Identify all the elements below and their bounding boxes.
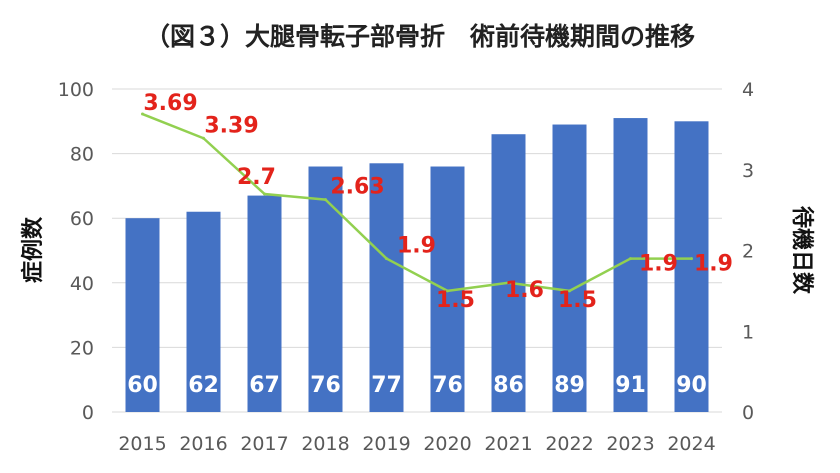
line-value-label: 1.9: [397, 234, 436, 259]
line-path: [142, 112, 692, 293]
bar-value-label: 77: [371, 373, 402, 398]
line-value-label: 2.63: [330, 175, 384, 200]
x-tick-label: 2017: [240, 433, 288, 455]
bar-value-label: 91: [615, 373, 646, 398]
line-value-label: 1.6: [505, 278, 544, 303]
bar-value-label: 86: [493, 373, 524, 398]
line-value-label: 1.5: [436, 288, 475, 313]
y-tick-label: 40: [70, 273, 94, 295]
bar: [247, 195, 282, 412]
line-point: [385, 257, 388, 261]
bar: [369, 163, 404, 412]
line-point: [446, 289, 449, 293]
bar: [125, 218, 160, 412]
line-point: [263, 192, 266, 196]
x-tick-label: 2023: [606, 433, 654, 455]
bar-data-labels: 60 62 67 76 77 76 86 89 91 90: [127, 373, 707, 398]
x-axis-ticks: 2015 2016 2017 2018 2019 2020 2021 2022 2023 2024: [118, 433, 715, 455]
line-value-label: 3.69: [143, 91, 197, 116]
chart-title: （図３）大腿骨転子部骨折 術前待機期間の推移: [145, 22, 695, 51]
line-data-labels: 3.69 3.39 2.7 2.63 1.9 1.5 1.6 1.5 1.9 1.9: [143, 91, 733, 313]
right-axis-ticks: 0 1 2 3 4: [742, 79, 754, 424]
bar-value-label: 62: [188, 373, 219, 398]
y-tick-label: 0: [82, 402, 94, 424]
line-value-label: 3.39: [204, 113, 258, 138]
line-point: [141, 112, 144, 116]
line-point: [202, 136, 205, 140]
bar: [674, 121, 709, 413]
y2-tick-label: 0: [742, 402, 754, 424]
line-point: [690, 257, 693, 261]
line-value-label: 1.9: [694, 252, 733, 277]
x-tick-label: 2021: [484, 433, 532, 455]
y-tick-label: 100: [58, 79, 94, 101]
bar-value-label: 67: [249, 373, 280, 398]
x-tick-label: 2016: [179, 433, 227, 455]
x-tick-label: 2015: [118, 433, 166, 455]
y2-tick-label: 3: [742, 160, 754, 182]
line-value-label: 2.7: [237, 165, 276, 190]
y-axis-label: 症例数: [20, 216, 46, 283]
line-value-label: 1.9: [639, 252, 678, 277]
bar-value-label: 89: [554, 373, 585, 398]
bar: [308, 166, 343, 412]
line-series: [141, 112, 693, 293]
y-tick-label: 60: [70, 208, 94, 230]
bar: [552, 124, 587, 412]
y2-tick-label: 2: [742, 241, 754, 263]
bar-value-label: 60: [127, 373, 158, 398]
x-tick-label: 2019: [362, 433, 410, 455]
bar-value-label: 90: [676, 373, 707, 398]
x-tick-label: 2018: [301, 433, 349, 455]
y2-axis-label: 待機日数: [789, 206, 815, 295]
left-axis-ticks: 0 20 40 60 80 100: [58, 79, 94, 424]
line-point: [629, 257, 632, 261]
x-tick-label: 2022: [545, 433, 593, 455]
bar-value-label: 76: [432, 373, 463, 398]
line-value-label: 1.5: [558, 288, 597, 313]
bar: [186, 211, 221, 412]
y2-tick-label: 1: [742, 321, 754, 343]
y-tick-label: 20: [70, 337, 94, 359]
line-point: [507, 281, 510, 285]
line-point: [568, 289, 571, 293]
line-point: [324, 198, 327, 202]
y2-tick-label: 4: [742, 79, 754, 101]
y-tick-label: 80: [70, 144, 94, 166]
bar: [491, 134, 526, 412]
x-tick-label: 2024: [667, 433, 715, 455]
x-tick-label: 2020: [423, 433, 471, 455]
bar-series: [125, 118, 709, 413]
bar-value-label: 76: [310, 373, 341, 398]
